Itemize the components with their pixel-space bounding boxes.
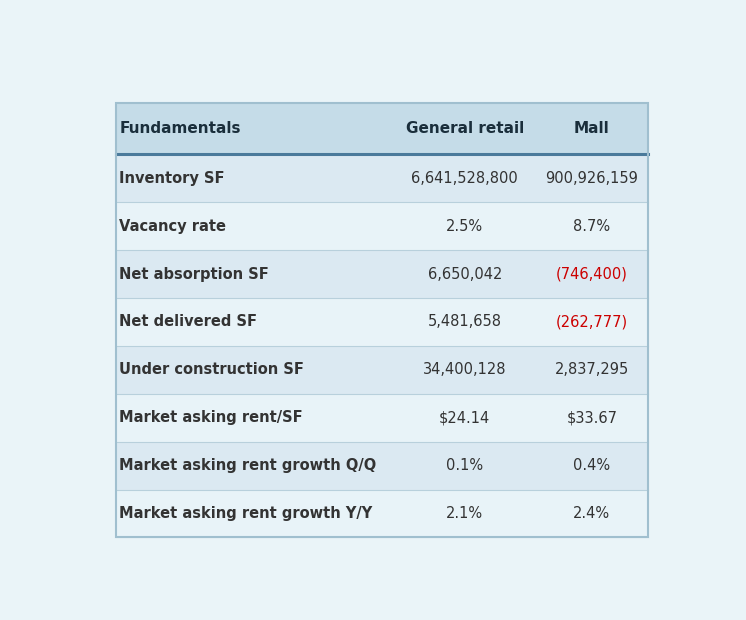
Bar: [116, 394, 648, 441]
Text: Under construction SF: Under construction SF: [119, 362, 304, 378]
Text: Market asking rent growth Q/Q: Market asking rent growth Q/Q: [119, 458, 377, 473]
Text: 6,641,528,800: 6,641,528,800: [411, 170, 518, 186]
Text: 6,650,042: 6,650,042: [427, 267, 502, 281]
Text: Net delivered SF: Net delivered SF: [119, 314, 257, 329]
Text: Vacancy rate: Vacancy rate: [119, 219, 226, 234]
Text: (262,777): (262,777): [556, 314, 628, 329]
Text: 34,400,128: 34,400,128: [423, 362, 507, 378]
Text: (746,400): (746,400): [556, 267, 628, 281]
Text: 0.4%: 0.4%: [574, 458, 610, 473]
Bar: [116, 441, 648, 490]
Text: 2.4%: 2.4%: [574, 506, 610, 521]
Text: Mall: Mall: [574, 121, 609, 136]
Bar: [116, 202, 648, 250]
Text: Market asking rent/SF: Market asking rent/SF: [119, 410, 303, 425]
Text: Inventory SF: Inventory SF: [119, 170, 225, 186]
Text: Fundamentals: Fundamentals: [119, 121, 241, 136]
Text: Market asking rent growth Y/Y: Market asking rent growth Y/Y: [119, 506, 372, 521]
Text: 2,837,295: 2,837,295: [555, 362, 629, 378]
Bar: [116, 346, 648, 394]
Bar: [116, 154, 648, 202]
Text: 8.7%: 8.7%: [574, 219, 610, 234]
Text: 0.1%: 0.1%: [446, 458, 483, 473]
Bar: [116, 490, 648, 538]
Text: Net absorption SF: Net absorption SF: [119, 267, 269, 281]
Text: General retail: General retail: [406, 121, 524, 136]
Text: 900,926,159: 900,926,159: [545, 170, 639, 186]
Bar: [116, 298, 648, 346]
Bar: [116, 103, 648, 154]
Bar: [116, 250, 648, 298]
Text: 5,481,658: 5,481,658: [427, 314, 502, 329]
Text: 2.5%: 2.5%: [446, 219, 483, 234]
Text: $33.67: $33.67: [566, 410, 618, 425]
Text: $24.14: $24.14: [439, 410, 490, 425]
Text: 2.1%: 2.1%: [446, 506, 483, 521]
